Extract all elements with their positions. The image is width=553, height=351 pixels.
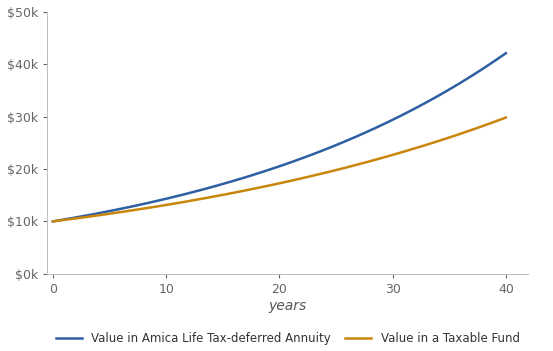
Value in Amica Life Tax-deferred Annuity <box>492 59 498 63</box>
Value in Amica Life Tax-deferred Annuity <box>268 167 274 171</box>
Value in Amica Life Tax-deferred Annuity <box>421 101 427 106</box>
Legend: Value in Amica Life Tax-deferred Annuity, Value in a Taxable Fund: Value in Amica Life Tax-deferred Annuity… <box>56 332 520 345</box>
Value in a Taxable Fund <box>268 183 274 187</box>
Value in Amica Life Tax-deferred Annuity <box>503 51 509 55</box>
Line: Value in Amica Life Tax-deferred Annuity: Value in Amica Life Tax-deferred Annuity <box>53 53 506 221</box>
Value in a Taxable Fund <box>319 171 326 176</box>
Value in a Taxable Fund <box>265 184 272 188</box>
Value in a Taxable Fund <box>421 144 427 148</box>
Value in a Taxable Fund <box>50 219 56 224</box>
X-axis label: years: years <box>269 299 307 313</box>
Value in a Taxable Fund <box>503 115 509 120</box>
Value in Amica Life Tax-deferred Annuity <box>50 219 56 224</box>
Value in Amica Life Tax-deferred Annuity <box>295 158 301 162</box>
Value in Amica Life Tax-deferred Annuity <box>319 148 326 153</box>
Value in a Taxable Fund <box>492 119 498 124</box>
Value in a Taxable Fund <box>295 177 301 181</box>
Line: Value in a Taxable Fund: Value in a Taxable Fund <box>53 118 506 221</box>
Value in Amica Life Tax-deferred Annuity <box>265 168 272 172</box>
